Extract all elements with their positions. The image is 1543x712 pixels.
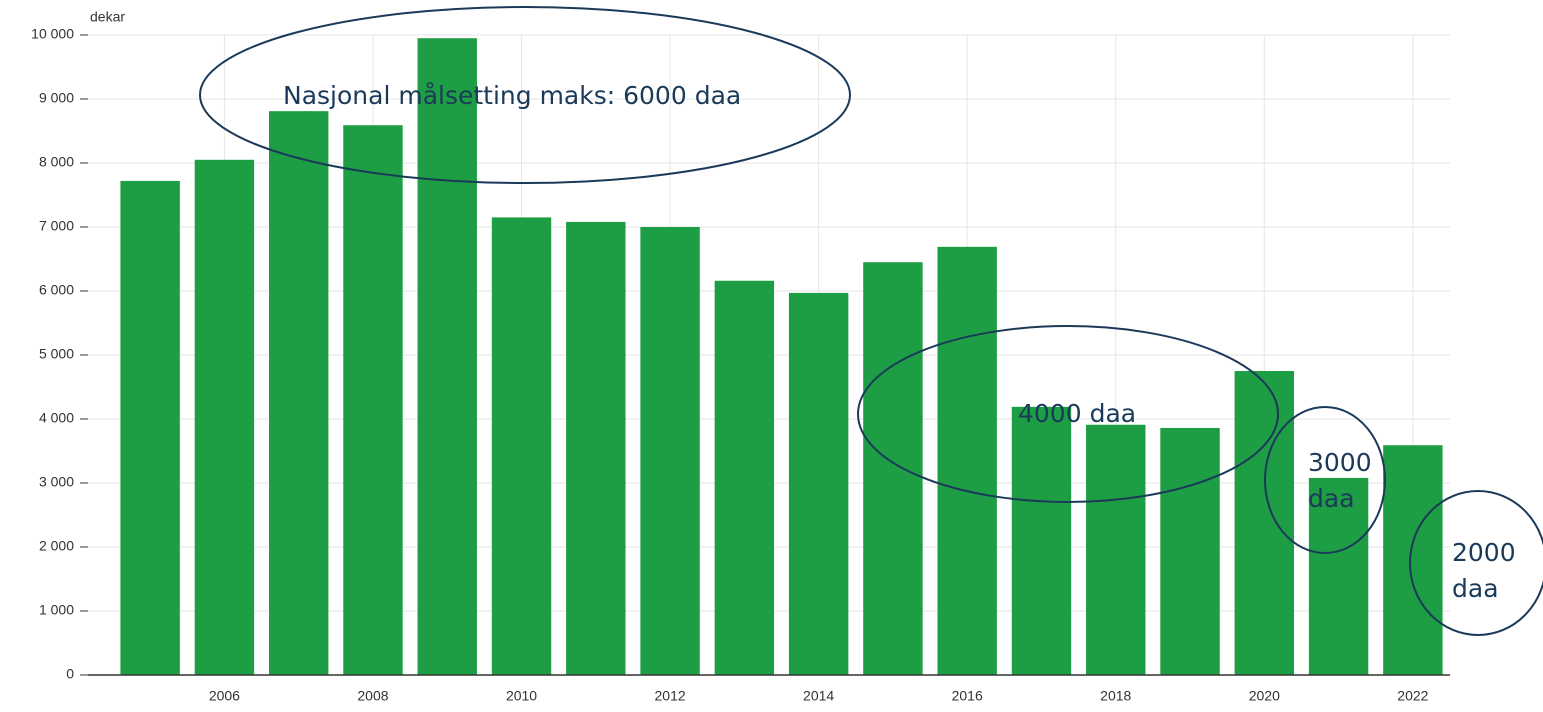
bar	[566, 221, 626, 675]
bar	[1383, 445, 1443, 675]
bar	[788, 292, 849, 675]
bars	[120, 38, 1443, 676]
x-tick-label: 2016	[952, 688, 983, 704]
labels: 0 1 000 2 000 3 000 4 000 5 000 6 000 7 000 8 00…	[31, 26, 1450, 704]
annotation: 2000 daa	[1452, 538, 1516, 603]
y-tick-label: 4 000	[39, 410, 74, 426]
y-tick-label: 8 000	[39, 154, 74, 170]
bar	[640, 227, 700, 675]
bar	[417, 38, 477, 675]
x-tick-label: 2006	[209, 688, 240, 704]
annotation-ellipses	[199, 6, 1543, 636]
bar	[863, 262, 923, 675]
bar	[1011, 406, 1072, 675]
y-axis-label: dekar	[90, 9, 125, 25]
x-tick-label: 2010	[506, 688, 537, 704]
bar	[194, 159, 255, 676]
bar	[120, 180, 180, 676]
y-tick-label: 6 000	[39, 282, 74, 298]
x-tick-label: 2008	[357, 688, 388, 704]
y-tick-label: 5 000	[39, 346, 74, 362]
x-tick-label: 2018	[1100, 688, 1131, 704]
bar	[491, 217, 552, 675]
bar	[343, 125, 403, 676]
y-tick-label: 9 000	[39, 90, 74, 106]
x-tick-label: 2022	[1397, 688, 1428, 704]
y-tick-label: 10 000	[31, 26, 74, 42]
ellipse	[857, 325, 1279, 503]
bar	[1234, 371, 1295, 675]
y-tick-label: 1 000	[39, 602, 74, 618]
bar	[1308, 477, 1369, 675]
annotation: Nasjonal målsetting maks: 6000 daa	[283, 81, 742, 110]
bar	[937, 246, 997, 675]
bar	[714, 280, 775, 675]
x-tick-label: 2020	[1249, 688, 1280, 704]
ellipse	[1264, 406, 1386, 554]
annotation: 3000 daa	[1308, 448, 1372, 513]
ellipse	[199, 6, 851, 184]
bar	[1086, 424, 1146, 675]
x-tick-label: 2014	[803, 688, 834, 704]
bar	[268, 111, 329, 675]
bar	[1160, 427, 1220, 675]
y-tick-label: 3 000	[39, 474, 74, 490]
ellipse	[1409, 490, 1543, 636]
y-tick-label: 0	[66, 666, 74, 682]
x-tick-label: 2012	[655, 688, 686, 704]
y-tick-label: 7 000	[39, 218, 74, 234]
annotation: 4000 daa	[1018, 399, 1137, 428]
y-tick-label: 2 000	[39, 538, 74, 554]
